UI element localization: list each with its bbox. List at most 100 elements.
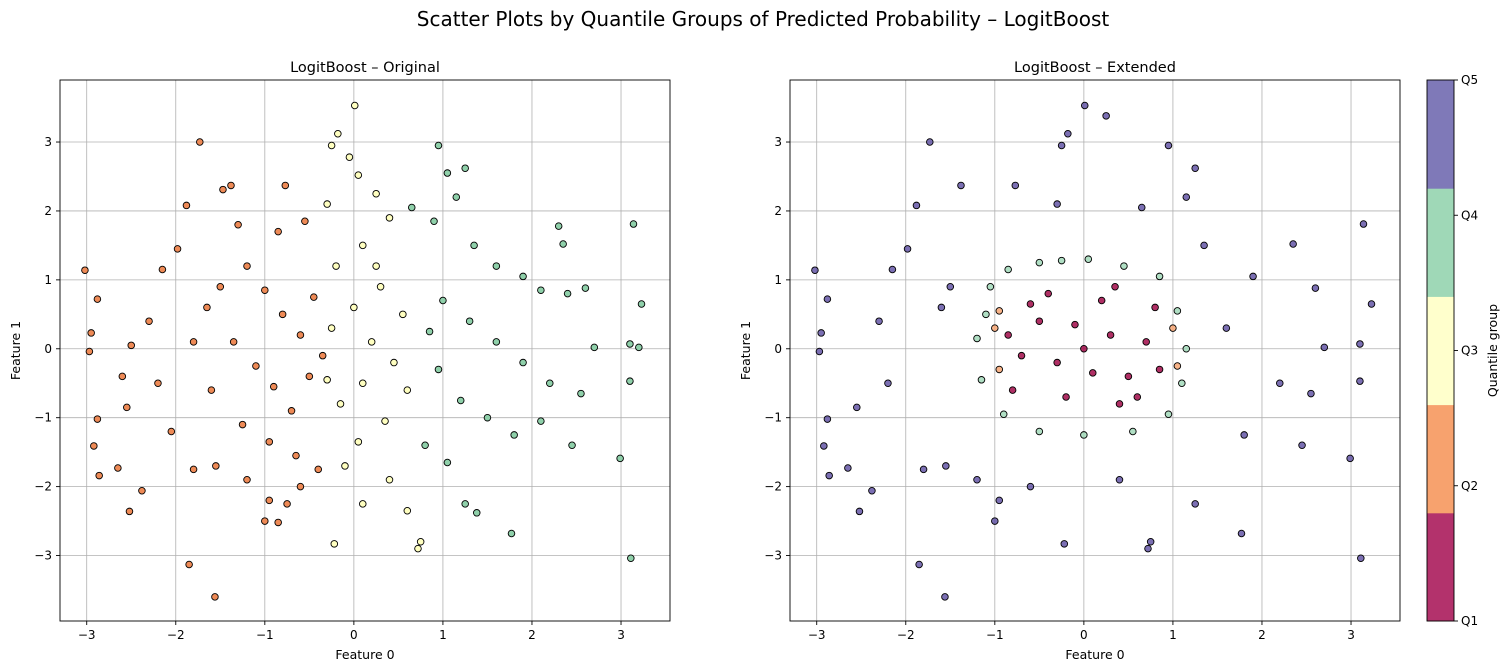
scatter-point xyxy=(1004,265,1012,274)
scatter-point xyxy=(999,410,1008,418)
scatter-point xyxy=(1057,256,1066,265)
scatter-point xyxy=(616,454,624,463)
scatter-point xyxy=(81,266,89,274)
scatter-point xyxy=(1146,537,1155,546)
scatter-point xyxy=(1035,427,1044,436)
scatter-point xyxy=(1144,544,1152,553)
scatter-point xyxy=(87,329,95,337)
scatter-point xyxy=(274,227,282,236)
y-tick-label: 3 xyxy=(44,135,52,149)
scatter-point xyxy=(1035,317,1044,325)
x-tick-label: −2 xyxy=(897,628,915,642)
scatter-point xyxy=(1151,303,1159,312)
scatter-point xyxy=(1222,324,1231,332)
x-tick-label: 1 xyxy=(439,628,447,642)
scatter-point xyxy=(114,464,122,472)
x-tick-label: −1 xyxy=(986,628,1004,642)
panel-title: LogitBoost – Original xyxy=(290,60,440,76)
scatter-point xyxy=(1356,340,1364,348)
scatter-point xyxy=(434,365,443,374)
scatter-point xyxy=(982,310,990,319)
scatter-point xyxy=(1062,393,1070,401)
scatter-point xyxy=(1289,240,1297,248)
scatter-point xyxy=(85,347,94,356)
x-axis-label: Feature 0 xyxy=(335,647,394,662)
scatter-point xyxy=(118,372,127,381)
scatter-point xyxy=(385,475,394,484)
scatter-point xyxy=(853,403,861,412)
scatter-point xyxy=(991,517,999,525)
scatter-point xyxy=(203,303,211,312)
scatter-point xyxy=(1307,389,1315,398)
scatter-point xyxy=(627,554,635,563)
colorbar-segment xyxy=(1427,404,1454,514)
x-axis-label: Feature 0 xyxy=(1065,647,1124,662)
plot-area xyxy=(60,80,670,621)
scatter-point xyxy=(452,193,461,201)
scatter-point xyxy=(1035,258,1044,267)
scatter-point xyxy=(554,222,563,230)
scatter-point xyxy=(332,262,340,270)
scatter-point xyxy=(1155,272,1164,281)
scatter-point xyxy=(1124,372,1133,381)
scatter-point xyxy=(399,310,407,319)
scatter-point xyxy=(173,245,182,253)
scatter-point xyxy=(381,417,389,425)
scatter-point xyxy=(577,389,585,398)
scatter-point xyxy=(626,377,634,385)
y-axis-label: Feature 1 xyxy=(8,321,23,380)
y-tick-label: 0 xyxy=(44,342,52,356)
plot-area xyxy=(790,80,1400,621)
colorbar-tick-label: Q1 xyxy=(1461,614,1478,628)
scatter-point xyxy=(234,220,242,229)
scatter-panel-original: −3 −2 −1 0 1 2 3 −3 −2 −1 0 1 2 3 LogitBoost – Origina… xyxy=(8,60,671,662)
scatter-point xyxy=(212,462,220,470)
scatter-point xyxy=(207,386,216,394)
scatter-point xyxy=(1191,500,1199,508)
scatter-point xyxy=(283,500,291,508)
scatter-point xyxy=(946,283,955,291)
x-tick-label: −3 xyxy=(808,628,826,642)
scatter-point xyxy=(372,189,380,198)
scatter-point xyxy=(1129,427,1137,436)
colorbar-segment xyxy=(1427,296,1454,406)
y-tick-label: 3 xyxy=(774,135,782,149)
scatter-point xyxy=(390,358,398,367)
scatter-point xyxy=(1026,300,1035,308)
scatter-point xyxy=(937,303,946,312)
scatter-point xyxy=(261,517,269,525)
scatter-point xyxy=(868,486,876,495)
x-tick-label: 0 xyxy=(350,628,358,642)
scatter-point xyxy=(196,138,204,146)
scatter-point xyxy=(563,289,572,298)
x-tick-label: 3 xyxy=(1347,628,1355,642)
x-tick-label: 2 xyxy=(528,628,536,642)
scatter-point xyxy=(1249,272,1257,281)
scatter-point xyxy=(942,462,950,470)
scatter-point xyxy=(568,441,576,450)
scatter-point xyxy=(1346,454,1354,463)
scatter-point xyxy=(1106,331,1115,339)
scatter-point xyxy=(327,141,336,150)
scatter-point xyxy=(1115,475,1124,484)
scatter-point xyxy=(416,537,425,546)
axes-frame xyxy=(789,79,1401,622)
scatter-point xyxy=(430,217,438,226)
scatter-point xyxy=(434,141,443,150)
scatter-point xyxy=(359,241,367,250)
scatter-point xyxy=(1237,529,1246,538)
scatter-point xyxy=(154,379,162,387)
scatter-point xyxy=(537,286,545,294)
scatter-point xyxy=(1011,181,1020,190)
scatter-point xyxy=(1097,296,1106,305)
scatter-point xyxy=(957,181,965,190)
scatter-point xyxy=(1084,255,1093,263)
scatter-point xyxy=(359,379,367,387)
scatter-point xyxy=(1044,289,1052,298)
scatter-point xyxy=(138,486,146,495)
x-tick-label: 0 xyxy=(1080,628,1088,642)
scatter-point xyxy=(354,438,363,446)
y-tick-label: −3 xyxy=(764,549,782,563)
scatter-point xyxy=(1064,130,1072,138)
y-axis-label: Feature 1 xyxy=(738,321,753,380)
